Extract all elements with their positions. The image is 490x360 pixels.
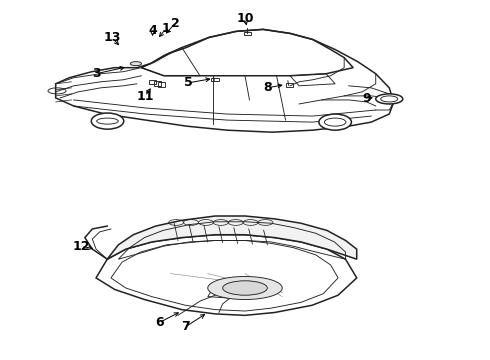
Text: 9: 9 <box>363 93 371 105</box>
Text: 11: 11 <box>136 90 154 103</box>
Ellipse shape <box>130 62 142 66</box>
Text: 7: 7 <box>181 320 190 333</box>
Text: 12: 12 <box>73 240 90 253</box>
Text: 6: 6 <box>155 316 164 329</box>
Ellipse shape <box>376 94 403 104</box>
Ellipse shape <box>222 281 268 295</box>
Ellipse shape <box>91 113 124 129</box>
Bar <box>154 81 161 86</box>
Ellipse shape <box>208 276 282 300</box>
Polygon shape <box>107 216 357 259</box>
Ellipse shape <box>319 114 351 130</box>
Bar <box>158 82 165 86</box>
Text: 2: 2 <box>171 17 179 30</box>
Text: 10: 10 <box>236 12 254 25</box>
Text: 8: 8 <box>263 81 272 94</box>
Text: 3: 3 <box>92 67 100 80</box>
Bar <box>211 78 219 81</box>
Text: 1: 1 <box>162 22 171 35</box>
Text: 4: 4 <box>148 24 157 37</box>
Text: 5: 5 <box>184 76 193 89</box>
Text: 13: 13 <box>103 31 121 44</box>
Bar <box>149 80 156 84</box>
Bar <box>286 83 294 87</box>
Bar <box>244 32 251 35</box>
